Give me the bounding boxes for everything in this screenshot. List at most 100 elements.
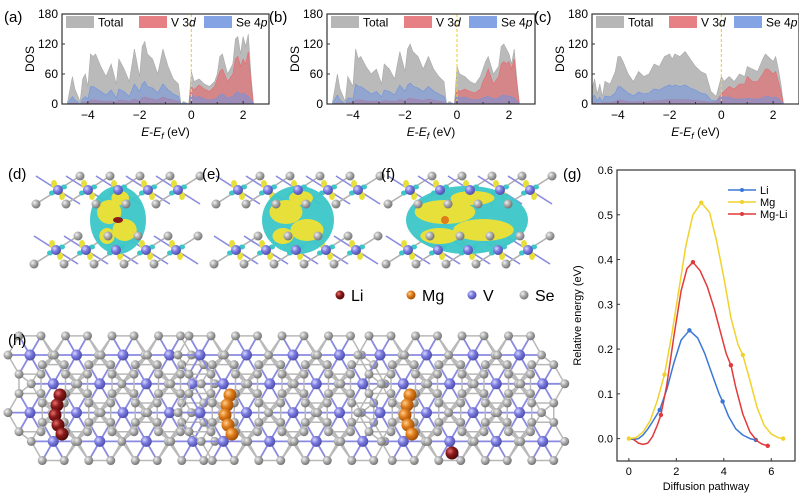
legend-text: Se 4: [501, 16, 526, 30]
se-atom: [231, 369, 240, 379]
legend-label: V 3d: [171, 16, 196, 30]
se-atom: [547, 171, 557, 181]
se-atom: [283, 231, 293, 241]
se-atom: [387, 360, 397, 370]
data-point-mg: [780, 436, 786, 441]
se-atom: [444, 350, 453, 360]
v-atom: [94, 435, 106, 447]
legend-label: Total: [98, 16, 123, 30]
se-atom: [254, 360, 264, 370]
intercalant-atom: [398, 408, 412, 422]
v-atom: [465, 185, 475, 195]
se-atom: [36, 388, 46, 398]
se-atom: [14, 388, 24, 398]
se-atom: [107, 388, 117, 398]
data-point-mg-li: [658, 412, 664, 418]
x-tick-label: 2: [506, 108, 513, 122]
se-atom: [433, 369, 442, 379]
x-label-dash: -: [149, 125, 153, 139]
y-axis-label: DOS: [553, 46, 567, 72]
intercalant-atom: [225, 427, 239, 441]
se-atom: [347, 456, 357, 466]
v-atom: [444, 378, 456, 390]
se-atom: [526, 369, 535, 379]
se-atom: [433, 427, 442, 437]
x-label-ef: E: [153, 125, 162, 139]
x-label-e: E: [671, 125, 680, 139]
y-tick-label: 0.6: [598, 165, 613, 177]
se-atom: [471, 259, 481, 269]
se-atom: [37, 398, 47, 408]
x-label-dash: -: [415, 125, 419, 139]
se-atom: [527, 398, 537, 408]
se-atom: [14, 331, 24, 341]
se-atom: [545, 231, 555, 241]
v-atom: [171, 245, 181, 255]
se-atom: [84, 417, 94, 427]
legend-orbital: p: [790, 16, 798, 30]
x-tick-label: −2: [133, 108, 147, 122]
legend-text: V 3: [171, 16, 189, 30]
v-atom: [187, 378, 199, 390]
se-atom: [277, 331, 287, 341]
se-atom: [61, 331, 70, 341]
charge-density-view-d: [29, 171, 205, 269]
v-atom: [291, 245, 301, 255]
se-atom: [264, 350, 273, 360]
y-tick-label: 0: [581, 97, 588, 111]
se-atom: [322, 398, 332, 408]
x-label-ef: E: [683, 125, 692, 139]
x-tick-label: −2: [398, 108, 412, 122]
se-atom: [154, 331, 163, 341]
se-atom: [276, 456, 286, 466]
se-atom: [457, 369, 467, 379]
v-atom: [334, 349, 345, 361]
atom-legend-swatch-li: [335, 290, 345, 300]
v-atom: [287, 407, 299, 419]
se-atom: [106, 417, 116, 427]
v-atom: [117, 407, 129, 419]
se-atom: [152, 417, 162, 427]
data-point-mg: [699, 200, 704, 205]
se-atom: [480, 360, 490, 370]
se-atom: [427, 171, 437, 181]
se-atom: [526, 388, 535, 398]
dos-area-total: [331, 43, 520, 105]
legend-swatch-0: [596, 16, 624, 28]
se-atom: [322, 417, 332, 427]
li-atom: [445, 446, 459, 460]
v-atom: [514, 407, 525, 419]
se-atom: [106, 398, 116, 408]
se-atom: [254, 456, 264, 466]
legend-label: V 3d: [436, 16, 461, 30]
se-atom: [515, 231, 525, 241]
se-atom: [300, 456, 310, 466]
y-tick-label: 180: [303, 7, 323, 21]
se-atom: [537, 408, 546, 418]
se-atom: [206, 331, 216, 341]
se-atom: [83, 388, 92, 398]
y-axis-label: DOS: [23, 46, 37, 72]
se-atom: [479, 331, 489, 341]
se-atom: [149, 259, 159, 269]
se-atom: [173, 350, 183, 360]
se-atom: [473, 199, 483, 209]
v-atom: [514, 349, 525, 361]
legend-text: V 3: [436, 16, 454, 30]
se-atom: [364, 388, 374, 398]
se-atom: [130, 456, 140, 466]
se-atom: [255, 171, 265, 181]
v-atom: [405, 185, 415, 195]
se-atom: [441, 259, 451, 269]
v-atom: [397, 378, 409, 390]
legend-text: Se 4: [236, 16, 261, 30]
se-atom: [106, 360, 116, 370]
se-atom: [331, 199, 341, 209]
y-tick-label: 60: [575, 67, 589, 81]
se-atom: [61, 369, 70, 379]
se-atom: [346, 331, 355, 341]
se-atom: [457, 331, 467, 341]
v-atom: [523, 245, 533, 255]
se-atom: [73, 231, 83, 241]
legend-swatch-1: [669, 16, 697, 28]
